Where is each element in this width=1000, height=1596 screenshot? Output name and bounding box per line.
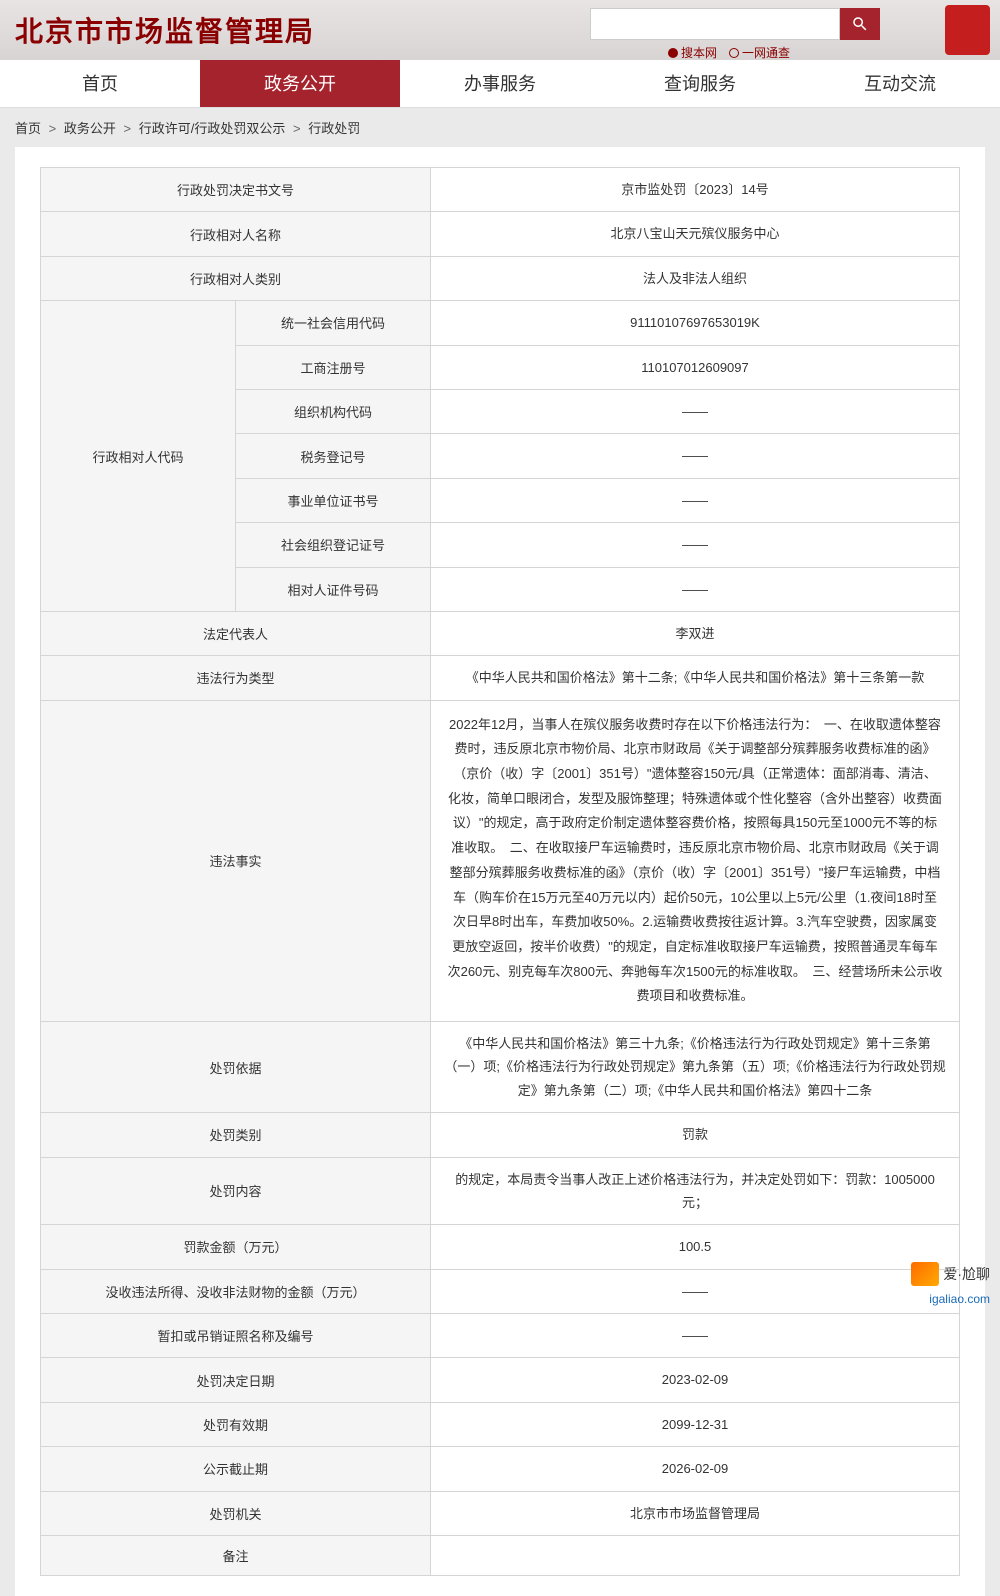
value-penalty-org: 北京市市场监督管理局 — [431, 1491, 960, 1535]
value-legal-rep: 李双进 — [431, 611, 960, 655]
breadcrumb-sep: > — [293, 121, 301, 136]
table-row: 违法行为类型 《中华人民共和国价格法》第十二条;《中华人民共和国价格法》第十三条… — [41, 656, 960, 700]
value-tax-reg: —— — [431, 434, 960, 478]
label-soc-reg: 社会组织登记证号 — [236, 523, 431, 567]
radio-local[interactable]: 搜本网 — [668, 44, 717, 61]
table-row: 处罚机关 北京市市场监督管理局 — [41, 1491, 960, 1535]
label-confiscate-amt: 没收违法所得、没收非法财物的金额（万元） — [41, 1269, 431, 1313]
table-row: 备注 — [41, 1536, 960, 1576]
watermark-text: 爱·尬聊 — [943, 1264, 990, 1284]
value-org-code: —— — [431, 389, 960, 433]
label-org-code: 组织机构代码 — [236, 389, 431, 433]
label-fine-amt: 罚款金额（万元） — [41, 1225, 431, 1269]
table-row: 法定代表人 李双进 — [41, 611, 960, 655]
value-decision-date: 2023-02-09 — [431, 1358, 960, 1402]
value-doc-no: 京市监处罚〔2023〕14号 — [431, 168, 960, 212]
site-header: 北京市市场监督管理局 搜本网 一网通查 — [0, 0, 1000, 60]
label-penalty-basis: 处罚依据 — [41, 1021, 431, 1112]
value-fine-amt: 100.5 — [431, 1225, 960, 1269]
nav-interact[interactable]: 互动交流 — [800, 60, 1000, 107]
main-nav: 首页 政务公开 办事服务 查询服务 互动交流 — [0, 60, 1000, 108]
table-row: 违法事实 2022年12月，当事人在殡仪服务收费时存在以下价格违法行为： 一、在… — [41, 700, 960, 1021]
label-id-no: 相对人证件号码 — [236, 567, 431, 611]
value-biz-reg: 110107012609097 — [431, 345, 960, 389]
penalty-table: 行政处罚决定书文号 京市监处罚〔2023〕14号 行政相对人名称 北京八宝山天元… — [40, 167, 960, 1576]
value-soc-reg: —— — [431, 523, 960, 567]
breadcrumb-home[interactable]: 首页 — [15, 121, 41, 136]
label-penalty-content: 处罚内容 — [41, 1157, 431, 1225]
breadcrumb-govopen[interactable]: 政务公开 — [64, 121, 116, 136]
watermark-icon — [911, 1262, 939, 1286]
label-legal-rep: 法定代表人 — [41, 611, 431, 655]
label-doc-no: 行政处罚决定书文号 — [41, 168, 431, 212]
radio-dot-icon — [729, 48, 739, 58]
value-id-no: —— — [431, 567, 960, 611]
search-button[interactable] — [840, 8, 880, 40]
watermark-url: igaliao.com — [929, 1292, 990, 1306]
label-uscc: 统一社会信用代码 — [236, 301, 431, 345]
watermark: 爱·尬聊 — [911, 1262, 990, 1286]
label-tax-reg: 税务登记号 — [236, 434, 431, 478]
site-title: 北京市市场监督管理局 — [15, 10, 315, 50]
label-penalty-org: 处罚机关 — [41, 1491, 431, 1535]
value-penalty-type: 罚款 — [431, 1113, 960, 1157]
table-row: 行政相对人代码 统一社会信用代码 91110107697653019K — [41, 301, 960, 345]
label-effective-period: 处罚有效期 — [41, 1402, 431, 1446]
label-penalty-type: 处罚类别 — [41, 1113, 431, 1157]
radio-dot-icon — [668, 48, 678, 58]
label-party-name: 行政相对人名称 — [41, 212, 431, 256]
value-penalty-content: 的规定，本局责令当事人改正上述价格违法行为，并决定处罚如下：罚款：1005000… — [431, 1157, 960, 1225]
label-public-deadline: 公示截止期 — [41, 1447, 431, 1491]
nav-query[interactable]: 查询服务 — [600, 60, 800, 107]
breadcrumb-sep: > — [124, 121, 132, 136]
breadcrumb: 首页 > 政务公开 > 行政许可/行政处罚双公示 > 行政处罚 — [0, 108, 1000, 147]
value-effective-period: 2099-12-31 — [431, 1402, 960, 1446]
value-violation-type: 《中华人民共和国价格法》第十二条;《中华人民共和国价格法》第十三条第一款 — [431, 656, 960, 700]
value-violation-facts: 2022年12月，当事人在殡仪服务收费时存在以下价格违法行为： 一、在收取遗体整… — [431, 700, 960, 1021]
value-confiscate-amt: —— — [431, 1269, 960, 1313]
label-party-type: 行政相对人类别 — [41, 256, 431, 300]
value-uscc: 91110107697653019K — [431, 301, 960, 345]
nav-services[interactable]: 办事服务 — [400, 60, 600, 107]
search-input[interactable] — [590, 8, 840, 40]
value-penalty-basis: 《中华人民共和国价格法》第三十九条;《价格违法行为行政处罚规定》第十三条第（一）… — [431, 1021, 960, 1112]
table-row: 处罚内容 的规定，本局责令当事人改正上述价格违法行为，并决定处罚如下：罚款：10… — [41, 1157, 960, 1225]
right-logo — [945, 5, 990, 55]
table-row: 处罚类别 罚款 — [41, 1113, 960, 1157]
nav-gov-open[interactable]: 政务公开 — [200, 60, 400, 107]
table-row: 行政相对人名称 北京八宝山天元殡仪服务中心 — [41, 212, 960, 256]
label-violation-facts: 违法事实 — [41, 700, 431, 1021]
label-party-code: 行政相对人代码 — [41, 301, 236, 612]
breadcrumb-penalty[interactable]: 行政处罚 — [308, 121, 360, 136]
table-row: 处罚依据 《中华人民共和国价格法》第三十九条;《价格违法行为行政处罚规定》第十三… — [41, 1021, 960, 1112]
value-inst-cert: —— — [431, 478, 960, 522]
breadcrumb-sep: > — [49, 121, 57, 136]
radio-label: 一网通查 — [742, 44, 790, 61]
content-area: 行政处罚决定书文号 京市监处罚〔2023〕14号 行政相对人名称 北京八宝山天元… — [15, 147, 985, 1596]
table-row: 行政相对人类别 法人及非法人组织 — [41, 256, 960, 300]
table-row: 公示截止期 2026-02-09 — [41, 1447, 960, 1491]
label-decision-date: 处罚决定日期 — [41, 1358, 431, 1402]
table-row: 罚款金额（万元） 100.5 — [41, 1225, 960, 1269]
table-row: 处罚有效期 2099-12-31 — [41, 1402, 960, 1446]
table-row: 没收违法所得、没收非法财物的金额（万元） —— — [41, 1269, 960, 1313]
value-remarks — [431, 1536, 960, 1576]
value-party-type: 法人及非法人组织 — [431, 256, 960, 300]
label-biz-reg: 工商注册号 — [236, 345, 431, 389]
search-scope-radios: 搜本网 一网通查 — [668, 44, 790, 61]
radio-label: 搜本网 — [681, 44, 717, 61]
value-public-deadline: 2026-02-09 — [431, 1447, 960, 1491]
search-icon — [851, 15, 869, 33]
label-inst-cert: 事业单位证书号 — [236, 478, 431, 522]
radio-network[interactable]: 一网通查 — [729, 44, 790, 61]
search-area — [590, 8, 880, 40]
breadcrumb-public[interactable]: 行政许可/行政处罚双公示 — [139, 121, 286, 136]
label-remarks: 备注 — [41, 1536, 431, 1576]
table-row: 行政处罚决定书文号 京市监处罚〔2023〕14号 — [41, 168, 960, 212]
label-violation-type: 违法行为类型 — [41, 656, 431, 700]
value-party-name: 北京八宝山天元殡仪服务中心 — [431, 212, 960, 256]
table-row: 处罚决定日期 2023-02-09 — [41, 1358, 960, 1402]
nav-home[interactable]: 首页 — [0, 60, 200, 107]
